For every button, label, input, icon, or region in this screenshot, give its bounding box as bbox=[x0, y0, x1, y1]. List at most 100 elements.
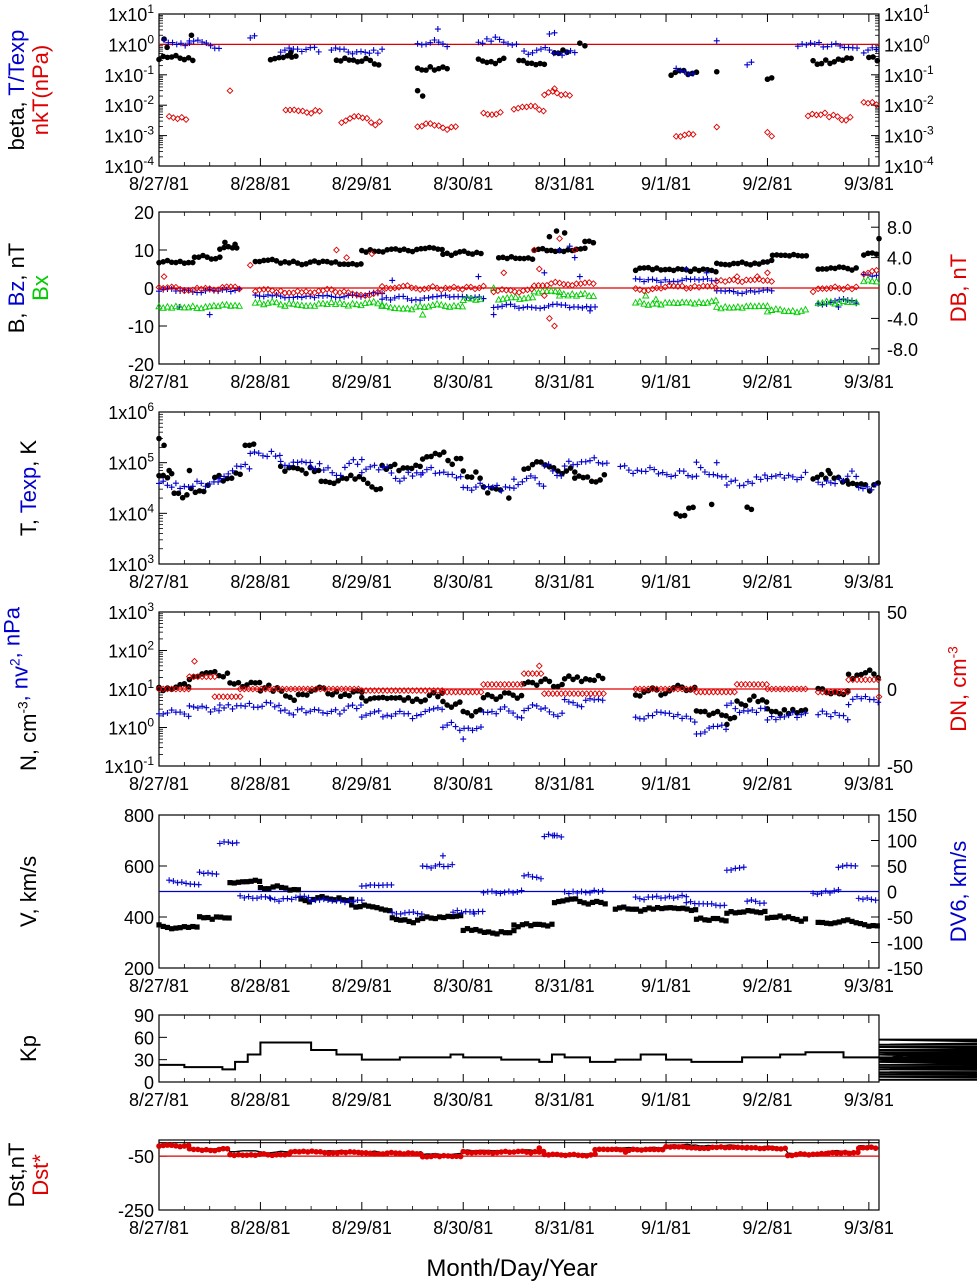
data-point bbox=[670, 713, 677, 720]
data-point bbox=[860, 98, 868, 106]
data-point bbox=[677, 67, 684, 74]
data-point bbox=[484, 110, 492, 118]
data-point bbox=[323, 895, 329, 901]
y-axis-label-left: V, km/s bbox=[16, 856, 41, 927]
data-point bbox=[785, 712, 792, 719]
data-point bbox=[693, 459, 700, 466]
data-point bbox=[707, 297, 716, 305]
data-point bbox=[764, 128, 771, 136]
data-point bbox=[585, 279, 593, 286]
data-point bbox=[352, 476, 358, 482]
data-point bbox=[744, 61, 751, 68]
y-axis-label-left-2: nkT(nPa) bbox=[28, 45, 53, 135]
data-point bbox=[479, 40, 486, 47]
data-point bbox=[649, 712, 656, 719]
data-point bbox=[457, 1153, 464, 1160]
data-point bbox=[322, 478, 329, 485]
data-point bbox=[155, 302, 163, 310]
data-point bbox=[731, 714, 738, 721]
data-point bbox=[182, 42, 189, 49]
data-point bbox=[634, 467, 641, 474]
data-point bbox=[418, 122, 426, 130]
data-point bbox=[430, 245, 437, 251]
data-point bbox=[290, 106, 298, 114]
data-point bbox=[388, 470, 395, 477]
y-tick-label-left: 1x10-1 bbox=[104, 63, 154, 86]
plot-frame bbox=[158, 13, 880, 167]
data-point bbox=[469, 927, 475, 933]
data-point bbox=[412, 284, 420, 292]
data-point bbox=[311, 896, 317, 903]
y-axis-label-right-part-0: DV6, km/s bbox=[946, 841, 971, 942]
data-point bbox=[589, 899, 596, 906]
data-point bbox=[683, 713, 690, 720]
data-point bbox=[464, 473, 471, 480]
x-tick-label: 8/30/81 bbox=[433, 1218, 493, 1238]
data-point bbox=[663, 905, 669, 911]
data-point bbox=[773, 1145, 780, 1152]
data-point bbox=[437, 300, 446, 308]
data-point bbox=[434, 293, 441, 300]
data-point bbox=[584, 474, 591, 480]
series-t-texp bbox=[161, 26, 880, 78]
data-point bbox=[194, 924, 200, 930]
data-point bbox=[868, 486, 875, 493]
data-point bbox=[155, 283, 163, 291]
data-point bbox=[599, 675, 606, 682]
data-point bbox=[473, 926, 479, 933]
y-axis-label-right-part-0: DN, cm bbox=[946, 658, 971, 731]
data-point bbox=[431, 67, 438, 73]
data-point bbox=[538, 459, 544, 465]
data-point bbox=[247, 34, 254, 41]
data-point bbox=[359, 1149, 365, 1156]
data-point bbox=[422, 245, 428, 252]
data-point bbox=[511, 922, 517, 928]
data-point bbox=[199, 39, 206, 46]
data-point bbox=[396, 478, 403, 485]
data-point bbox=[862, 922, 868, 928]
data-point bbox=[192, 489, 199, 496]
data-point bbox=[655, 470, 662, 477]
y-tick-label-left: 30 bbox=[134, 1051, 154, 1071]
y-tick-label-right: -4.0 bbox=[887, 309, 918, 329]
y-tick-label-left: 1x100 bbox=[108, 716, 154, 739]
data-point bbox=[424, 453, 430, 460]
data-point bbox=[545, 923, 551, 929]
data-point bbox=[706, 725, 713, 732]
data-point bbox=[388, 246, 395, 253]
data-point bbox=[160, 478, 167, 485]
data-point bbox=[650, 906, 656, 912]
data-point bbox=[521, 466, 527, 472]
data-point bbox=[227, 880, 233, 886]
data-point bbox=[556, 898, 562, 905]
data-point bbox=[819, 266, 826, 272]
x-tick-label: 9/2/81 bbox=[742, 1090, 792, 1110]
data-point bbox=[741, 909, 747, 915]
data-point bbox=[302, 302, 310, 309]
data-point bbox=[815, 711, 822, 718]
data-point bbox=[298, 301, 306, 309]
data-point bbox=[747, 261, 754, 268]
tick-mantissa: 1x10 bbox=[884, 66, 923, 86]
data-point bbox=[835, 474, 842, 481]
data-point bbox=[349, 290, 356, 298]
data-point bbox=[453, 474, 460, 481]
data-point bbox=[443, 126, 451, 134]
data-point bbox=[751, 288, 758, 295]
data-point bbox=[718, 1144, 724, 1150]
data-point bbox=[597, 477, 603, 483]
data-point bbox=[566, 673, 572, 679]
data-point bbox=[688, 1144, 695, 1151]
y-axis-label-left: N, cm-3, nv2, nPa bbox=[0, 606, 41, 771]
data-point bbox=[810, 890, 817, 897]
data-point bbox=[518, 680, 525, 688]
data-point bbox=[422, 708, 429, 715]
data-point bbox=[516, 295, 524, 302]
data-point bbox=[789, 1152, 795, 1159]
data-point bbox=[675, 1144, 682, 1150]
data-point bbox=[665, 298, 674, 306]
y-axis-label-left-2-part-0: Dst* bbox=[28, 1154, 53, 1196]
x-tick-label: 8/29/81 bbox=[332, 572, 392, 592]
data-point bbox=[404, 295, 411, 302]
